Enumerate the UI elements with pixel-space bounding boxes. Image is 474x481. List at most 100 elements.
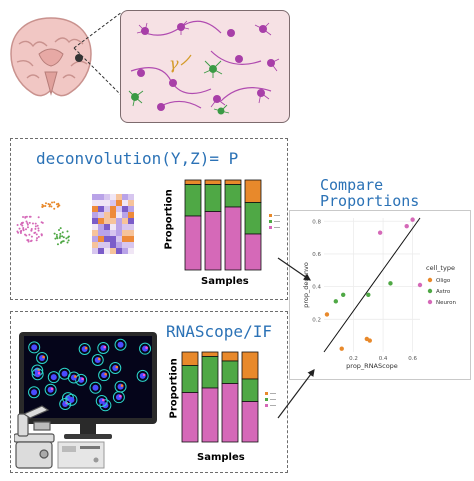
umap-point <box>34 227 37 230</box>
umap-point <box>22 228 25 231</box>
heatmap-cell <box>92 212 98 218</box>
umap-point <box>59 235 62 238</box>
bar-segment-neuron <box>204 211 222 271</box>
umap-point <box>24 215 27 218</box>
y-axis-label: prop_deconvo <box>302 262 310 308</box>
heatmap-cell <box>92 200 98 206</box>
umap-point <box>40 234 43 237</box>
umap-point <box>53 207 56 210</box>
cell-nucleus <box>68 396 75 403</box>
heatmap-cell <box>122 194 128 200</box>
umap-point <box>35 233 38 236</box>
umap-point <box>22 215 25 218</box>
cell-marker <box>120 384 124 387</box>
heatmap-cell <box>98 206 104 212</box>
cell-membrane <box>28 341 41 354</box>
heatmap-cell <box>98 212 104 218</box>
bar-segment-astro <box>224 184 242 208</box>
cell-marker <box>104 372 107 376</box>
cell-nucleus <box>61 370 68 377</box>
heatmap-cell <box>116 218 122 224</box>
cell-membrane <box>91 353 104 366</box>
umap-point <box>50 205 53 208</box>
deconv-xlabel: Samples <box>201 276 249 287</box>
heatmap-cell <box>122 212 128 218</box>
rnascope-ylabel: Proportion <box>168 358 180 419</box>
umap-point <box>66 230 69 233</box>
heatmap-cell <box>116 230 122 236</box>
cell-marker <box>142 373 146 377</box>
scatter-point-astro <box>333 299 339 304</box>
cell-membrane <box>78 343 91 356</box>
umap-point <box>60 240 63 243</box>
heatmap-cell <box>128 248 134 254</box>
heatmap-cell <box>122 224 128 230</box>
y-tick-label: 0.2 <box>312 317 321 323</box>
heatmap-cell <box>116 224 122 230</box>
heatmap-cell <box>116 212 122 218</box>
umap-point <box>25 220 28 223</box>
cell-membrane <box>36 351 49 364</box>
bar-segment-neuron <box>244 233 262 271</box>
umap-point <box>26 223 29 226</box>
umap-point <box>25 215 28 218</box>
umap-point <box>57 205 60 208</box>
cell-marker <box>103 345 107 349</box>
heatmap-cell <box>116 248 122 254</box>
umap-point <box>41 203 44 206</box>
cell-membrane <box>31 368 44 381</box>
deconvolution-formula: deconvolution(Y,Z)= P <box>36 149 239 168</box>
expression-heatmap <box>92 194 136 256</box>
cell-marker <box>42 355 45 359</box>
cell-nucleus <box>50 374 57 381</box>
umap-point <box>58 236 61 239</box>
heatmap-cell <box>116 200 122 206</box>
heatmap-cell <box>128 218 134 224</box>
cell-membrane <box>44 383 57 396</box>
umap-point <box>56 237 59 240</box>
umap-point <box>54 237 57 240</box>
x-axis-label: prop_RNAScope <box>346 362 398 370</box>
cell-membrane <box>136 369 149 382</box>
umap-point <box>16 224 19 227</box>
rnascope-xlabel: Samples <box>197 452 245 463</box>
umap-point <box>26 222 29 225</box>
bar-segment-oligo <box>181 351 199 366</box>
scatter-point-oligo <box>367 338 372 343</box>
compare-title-line2: Proportions <box>320 192 420 210</box>
umap-point <box>20 221 23 224</box>
umap-point <box>16 230 19 233</box>
cell-membrane <box>114 338 127 351</box>
umap-point <box>66 241 69 244</box>
heatmap-cell <box>128 224 134 230</box>
bar-segment-neuron <box>184 215 202 271</box>
umap-point <box>31 222 34 225</box>
heatmap-cell <box>122 248 128 254</box>
cell-membrane <box>112 391 125 404</box>
deconvolution-panel <box>10 138 288 300</box>
heatmap-cell <box>110 248 116 254</box>
umap-point <box>30 239 33 242</box>
bar-segment-astro <box>204 184 222 212</box>
umap-point <box>18 227 21 230</box>
scatter-point-astro <box>341 292 346 298</box>
bar-segment-astro <box>244 202 262 235</box>
heatmap-cell <box>110 236 116 242</box>
heatmap-cell <box>110 194 116 200</box>
cell-membrane <box>47 371 60 384</box>
y-tick-label: 0.6 <box>312 252 321 258</box>
umap-cluster-plot <box>12 198 78 254</box>
heatmap-cell <box>92 206 98 212</box>
heatmap-cell <box>92 230 98 236</box>
heatmap-cell <box>116 236 122 242</box>
heatmap-cell <box>128 194 134 200</box>
heatmap-cell <box>116 194 122 200</box>
rnascope-panel <box>10 311 288 473</box>
umap-point <box>37 235 40 238</box>
x-tick-label: 0.2 <box>349 356 358 362</box>
umap-point <box>25 234 28 237</box>
heatmap-cell <box>122 236 128 242</box>
rnascope-mini-legend <box>264 388 278 414</box>
heatmap-cell <box>122 200 128 206</box>
x-tick-label: 0.6 <box>408 356 417 362</box>
